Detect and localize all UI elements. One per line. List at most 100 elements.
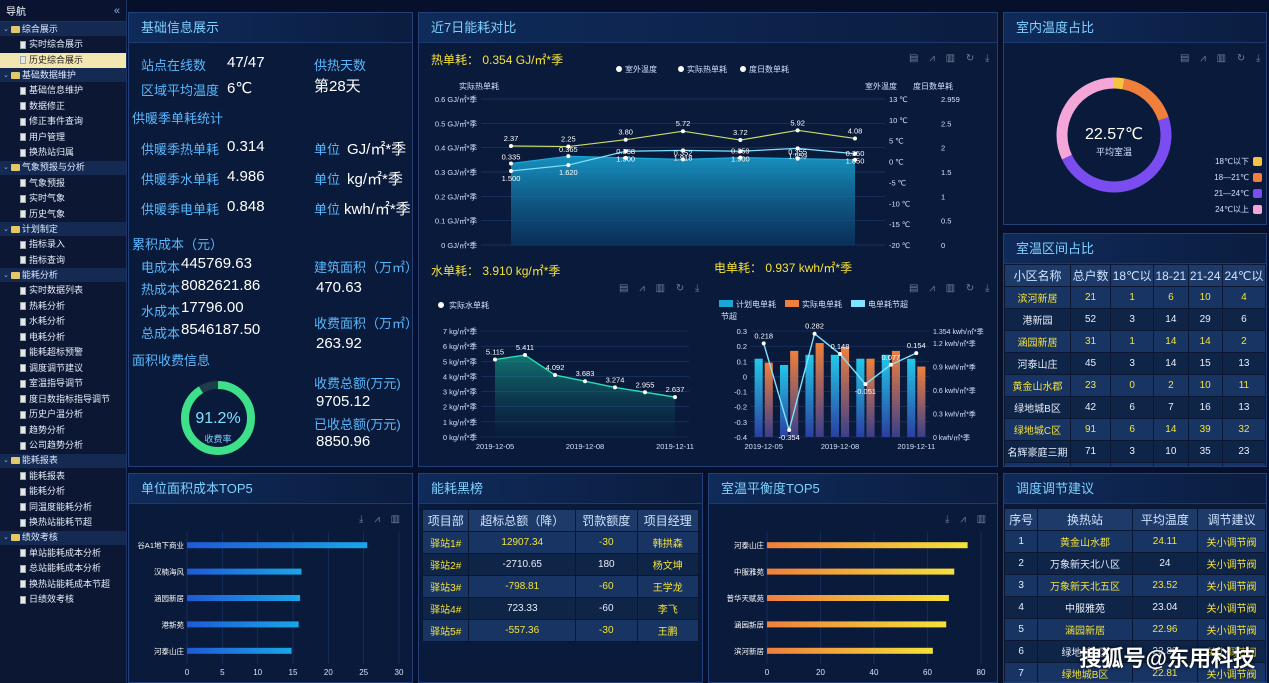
table-cell: 21 (1070, 286, 1112, 309)
sidebar-item[interactable]: 能耗分析 (0, 484, 126, 500)
table-row[interactable]: 绿地城C区 91 6 14 39 32 (1004, 418, 1266, 441)
sidebar-group[interactable]: ⌄ 绩效考核 (0, 530, 126, 546)
elec-y2tick: 0.6 kwh/㎡*季 (933, 386, 976, 395)
column-header[interactable]: 超标总额（降） (468, 509, 577, 532)
collapse-icon[interactable]: « (113, 4, 120, 17)
sidebar-item[interactable]: 历史户温分析 (0, 407, 126, 423)
sidebar-item[interactable]: 公司趋势分析 (0, 438, 126, 454)
sidebar-item[interactable]: 换热站归属 (0, 145, 126, 161)
sidebar-item[interactable]: 总站能耗成本分析 (0, 561, 126, 577)
table-row[interactable]: 河泰山庄 45 3 14 15 13 (1004, 352, 1266, 375)
column-header[interactable]: 序号 (1004, 508, 1039, 531)
table-row[interactable]: 驿站1# 12907.34 -30 韩拱森 (421, 531, 700, 554)
sidebar-item[interactable]: 指标录入 (0, 237, 126, 253)
pie-legend-item[interactable]: 24℃以上 (1214, 201, 1262, 217)
sidebar-item[interactable]: 水耗分析 (0, 314, 126, 330)
sidebar-item[interactable]: 室温指导调节 (0, 376, 126, 392)
column-header[interactable]: 小区名称 (1004, 264, 1072, 287)
pie-legend-item[interactable]: 21—24℃ (1214, 185, 1262, 201)
sidebar-group[interactable]: ⌄ 基础数据维护 (0, 68, 126, 83)
balance-tools[interactable]: ⤓ ⩘ ▥ (945, 514, 991, 525)
column-header[interactable]: 18-21 (1153, 264, 1189, 287)
sidebar-item[interactable]: 实时综合展示 (0, 37, 126, 53)
sidebar-item[interactable]: 单站能耗成本分析 (0, 546, 126, 562)
column-header[interactable]: 换热站 (1037, 508, 1133, 531)
sidebar-item[interactable]: 实时数据列表 (0, 283, 126, 299)
sidebar-item[interactable]: 历史综合展示 (0, 52, 126, 68)
column-header[interactable]: 项目经理 (636, 509, 700, 532)
column-header[interactable]: 18℃以 (1110, 264, 1155, 287)
table-cell: 普华天赋苑 (1004, 462, 1072, 466)
document-icon (20, 564, 26, 573)
table-row[interactable]: 名辉豪庭三期 71 3 10 35 23 (1004, 440, 1266, 463)
table-row[interactable]: 驿站4# 723.33 -60 李飞 (421, 597, 700, 620)
elec-unit: kwh/㎡*季 (798, 261, 853, 275)
sidebar-item[interactable]: 趋势分析 (0, 423, 126, 439)
column-header[interactable]: 21-24 (1187, 264, 1223, 287)
table-row[interactable]: 3 万象新天北五区 23.52 关小调节阀 (1004, 574, 1266, 597)
sidebar-item[interactable]: 换热站能耗节超 (0, 515, 126, 531)
heat-point (623, 137, 628, 142)
sidebar-group[interactable]: ⌄ 能耗分析 (0, 268, 126, 283)
table-row[interactable]: 滨河新居 21 1 6 10 4 (1004, 286, 1266, 309)
sidebar-item[interactable]: 实时气象 (0, 191, 126, 207)
column-header[interactable]: 项目部 (421, 509, 470, 532)
cost-xtick: 20 (324, 668, 333, 677)
sidebar-group[interactable]: ⌄ 气象预报与分析 (0, 160, 126, 176)
elec-legend-marker (851, 300, 865, 307)
sidebar-item[interactable]: 电耗分析 (0, 330, 126, 346)
elec-actual-bar (917, 366, 926, 437)
table-row[interactable]: 涵园新居 31 1 14 14 2 (1004, 330, 1266, 353)
sidebar-group[interactable]: ⌄ 综合展示 (0, 22, 126, 37)
table-row[interactable]: 5 涵园新居 22.96 关小调节阀 (1004, 618, 1266, 641)
sidebar-item[interactable]: 历史气象 (0, 207, 126, 223)
column-header[interactable]: 24℃以 (1221, 264, 1266, 287)
sidebar-item-label: 能耗超标预警 (29, 347, 84, 357)
table-row[interactable]: 驿站5# -557.36 -30 王鹏 (421, 619, 700, 642)
sidebar-item[interactable]: 指标查询 (0, 253, 126, 269)
sidebar-item[interactable]: 日绩效考核 (0, 592, 126, 608)
sidebar-item[interactable]: 同温度能耗分析 (0, 500, 126, 516)
pie-legend-item[interactable]: 18—21℃ (1214, 169, 1262, 185)
panel-title: 室温平衡度TOP5 (709, 474, 997, 504)
heat-chart-tools[interactable]: ▤ ⩘ ▥ ↻ ⤓ (909, 53, 994, 64)
sidebar-item[interactable]: 调度调节建议 (0, 361, 126, 377)
sidebar-item[interactable]: 热耗分析 (0, 299, 126, 315)
table-row[interactable]: 1 黄金山水郡 24.11 关小调节阀 (1004, 530, 1266, 553)
table-row[interactable]: 驿站2# -2710.65 180 杨文坤 (421, 553, 700, 576)
sidebar-item-label: 能耗分析 (29, 486, 66, 496)
panel-title: 近7日能耗对比 (419, 13, 997, 43)
sidebar-item[interactable]: 度日数指标指导调节 (0, 392, 126, 408)
sidebar-header: 导航 « (0, 0, 126, 22)
legend-swatch (1253, 172, 1262, 182)
column-header[interactable]: 调节建议 (1197, 508, 1266, 531)
sidebar-item[interactable]: 换热站能耗成本节超 (0, 577, 126, 593)
table-row[interactable]: 7 绿地城B区 22.81 关小调节阀 (1004, 662, 1266, 682)
table-row[interactable]: 4 中服雅苑 23.04 关小调节阀 (1004, 596, 1266, 619)
table-row[interactable]: 普华天赋苑2316106 (1004, 462, 1266, 466)
column-header[interactable]: 罚款额度 (575, 509, 638, 532)
column-header[interactable]: 平均温度 (1131, 508, 1199, 531)
table-row[interactable]: 2 万象新天北八区 24 关小调节阀 (1004, 552, 1266, 575)
heat-y2tick: 5 ℃ (889, 137, 904, 146)
sidebar-group[interactable]: ⌄ 计划制定 (0, 222, 126, 237)
table-row[interactable]: 绿地城B区 42 6 7 16 13 (1004, 396, 1266, 419)
table-row[interactable]: 驿站3# -798.81 -60 王学龙 (421, 575, 700, 598)
sidebar-item[interactable]: 气象预报 (0, 176, 126, 192)
pie-tools[interactable]: ▤ ⩘ ▥ ↻ ⤓ (1180, 53, 1265, 64)
water-chart-tools[interactable]: ▤ ⩘ ▥ ↻ ⤓ (619, 283, 704, 294)
sidebar-item[interactable]: 基础信息维护 (0, 83, 126, 99)
column-header[interactable]: 总户数 (1070, 264, 1112, 287)
unitcost-tools[interactable]: ⤓ ⩘ ▥ (359, 514, 405, 525)
sidebar-item[interactable]: 数据修正 (0, 99, 126, 115)
pie-legend-item[interactable]: 18℃以下 (1214, 153, 1262, 169)
table-row[interactable]: 港新园 52 3 14 29 6 (1004, 308, 1266, 331)
elec-chart-tools[interactable]: ▤ ⩘ ▥ ↻ ⤓ (909, 283, 994, 294)
sidebar-item[interactable]: 用户管理 (0, 130, 126, 146)
table-row[interactable]: 黄金山水郡 23 0 2 10 11 (1004, 374, 1266, 397)
sidebar-item[interactable]: 能耗超标预警 (0, 345, 126, 361)
sidebar-item[interactable]: 修正事件查询 (0, 114, 126, 130)
table-header-row: 序号 换热站 平均温度 调节建议 (1004, 508, 1266, 531)
sidebar-group[interactable]: ⌄ 能耗报表 (0, 453, 126, 469)
sidebar-item[interactable]: 能耗报表 (0, 469, 126, 485)
